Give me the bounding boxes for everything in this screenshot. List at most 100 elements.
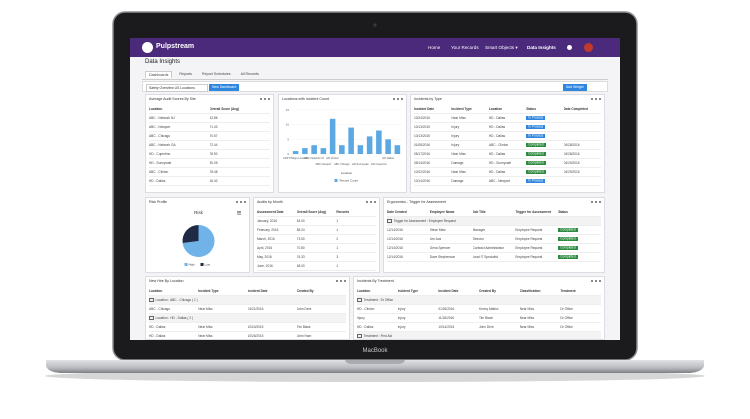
table-cell: 68.00	[296, 264, 305, 268]
table-cell: ABC - Clinton	[149, 170, 169, 174]
table-row: ABC - Chicago Near Miss 04/21/2016 John Den…	[149, 305, 346, 314]
table-cell: Employee Request	[515, 228, 543, 232]
table-row: July, 201680.122	[257, 271, 376, 272]
laptop-base	[46, 360, 704, 373]
tab[interactable]: Report Schedules	[201, 72, 231, 76]
table-row: 12/14/2016 Gena Spencer Contract Administr…	[387, 244, 601, 253]
nav-link[interactable]: Your Records	[451, 45, 479, 50]
widget-icon[interactable]	[591, 280, 593, 282]
widget-icon[interactable]	[599, 280, 601, 282]
table-cell: 10/22/2016	[414, 170, 430, 174]
table-row: 10/14/2016 Damage ABC - Newport In Process	[414, 177, 601, 186]
table-cell: ABC - Network NJ	[149, 116, 175, 120]
status-badge: In Process	[526, 134, 546, 138]
widget-icon[interactable]	[240, 201, 242, 203]
widget: Incidents by Type Incident Date Incident T…	[410, 94, 605, 193]
table-cell: March, 2016	[257, 237, 275, 241]
group-label: Location : ABC - Chicago ( 1 )	[155, 298, 198, 302]
avatar[interactable]	[584, 43, 593, 52]
table-cell: 04/28/2016	[563, 152, 580, 156]
dashboard-select[interactable]: Safety Overview US Locations	[146, 84, 208, 92]
widget-icon[interactable]	[244, 201, 246, 203]
status-badge: Completed	[526, 152, 546, 156]
table-cell: Near Miss	[198, 307, 213, 311]
table-cell: 62.86	[209, 116, 218, 120]
table-cell: 71.43	[209, 125, 218, 129]
table-cell: HD - Dallas	[488, 116, 506, 120]
table-row: HD - Dallas Near Miss 10/24/2015 Tim Black	[149, 323, 346, 332]
legend-label: High	[189, 263, 196, 267]
widget-icon[interactable]	[397, 98, 399, 100]
table: Location Overall Score (Avg) ABC - Network…	[149, 105, 270, 186]
widget-icon[interactable]	[599, 201, 601, 203]
table-row: February, 2016 88.24 1	[257, 226, 376, 235]
table-header: Assessment Date Overall Score (Avg) Record…	[257, 208, 376, 217]
widget-icon[interactable]	[268, 98, 270, 100]
table-cell: Completed	[526, 143, 563, 147]
bar	[339, 145, 345, 154]
widget-icon[interactable]	[401, 98, 403, 100]
brand: Pulpstream	[156, 43, 195, 50]
widget-icon[interactable]	[344, 280, 346, 282]
widget-icon[interactable]	[595, 201, 597, 203]
nav-link[interactable]: Smart Objects ▾	[485, 45, 518, 50]
table-cell: Near Miss	[519, 316, 535, 320]
menu-icon[interactable]	[237, 212, 241, 214]
table-cell: HD - Clinton	[357, 307, 375, 311]
widget-icon[interactable]	[393, 98, 395, 100]
pie-title: Risk	[194, 210, 203, 215]
table-cell: Completed	[558, 255, 601, 259]
y-tick-label: 15	[286, 108, 290, 112]
widget-icon[interactable]	[236, 201, 238, 203]
tab[interactable]: All Records	[240, 72, 259, 76]
x-tick-label: HD Cupertino	[371, 162, 387, 166]
widget-icon[interactable]	[374, 201, 376, 203]
group-row[interactable]: Trigger for Assessment : Employee Reques…	[387, 217, 601, 226]
widget-icon[interactable]	[336, 280, 338, 282]
column-header: Classification	[519, 289, 541, 293]
group-row[interactable]: Location : HD - Dallas ( 2 )	[149, 314, 346, 323]
tab[interactable]: Reports	[179, 72, 192, 76]
table-cell: In Process	[526, 125, 563, 129]
table-header: Location Incident Type Incident Date Create…	[149, 287, 346, 296]
widget-icon[interactable]	[595, 280, 597, 282]
collapse-icon	[149, 315, 154, 321]
widget-title: Incidents by Type	[414, 97, 442, 101]
bar	[376, 130, 382, 154]
table-cell: Damage	[451, 161, 464, 165]
widget-title: Incidents By Treatment	[357, 279, 394, 283]
group-row[interactable]: Treatment : First Aid	[357, 332, 601, 339]
column-header: Treatment	[560, 289, 576, 293]
widget-icon[interactable]	[370, 201, 372, 203]
nav-link[interactable]: Home	[428, 45, 441, 50]
nav-link[interactable]: Data Insights	[527, 45, 556, 50]
table-cell: 04/29/2016	[563, 170, 580, 174]
tab[interactable]: Dashboards	[145, 71, 173, 78]
status-badge: Completed	[526, 143, 546, 147]
widget-icon[interactable]	[366, 201, 368, 203]
widget-icon[interactable]	[591, 201, 593, 203]
new-dashboard-button[interactable]: New Dashboard	[209, 84, 240, 91]
widget-icon[interactable]	[260, 98, 262, 100]
widget-icon[interactable]	[264, 98, 266, 100]
widget-icon[interactable]	[595, 98, 597, 100]
widget-icon[interactable]	[591, 98, 593, 100]
settings-icon[interactable]	[567, 45, 572, 50]
group-row[interactable]: Treatment : Dr Office	[357, 296, 601, 305]
add-widget-button[interactable]: Add Widget	[563, 84, 587, 91]
column-header: Trigger for Assessment	[515, 210, 551, 214]
group-label: Trigger for Assessment : Employee Reques…	[393, 219, 456, 223]
table-row: 01/08/2016 Injury ABC - Clinton Completed 04…	[414, 141, 601, 150]
collapse-icon	[357, 333, 362, 339]
table-row: HD - Sunnyvale 80.05	[149, 159, 270, 168]
group-row[interactable]: Location : ABC - Chicago ( 1 )	[149, 296, 346, 305]
widget-icon[interactable]	[340, 280, 342, 282]
table-header: Date Created Employee Name Job Title Trigge…	[387, 208, 601, 217]
menu-icon[interactable]	[237, 211, 241, 212]
widget-icon[interactable]	[599, 98, 601, 100]
table-row: HD - Clinton Injury 01/26/2016 Kenny Mattox…	[357, 305, 601, 314]
table-cell: 1	[336, 219, 339, 223]
menu-icon[interactable]	[237, 213, 241, 215]
